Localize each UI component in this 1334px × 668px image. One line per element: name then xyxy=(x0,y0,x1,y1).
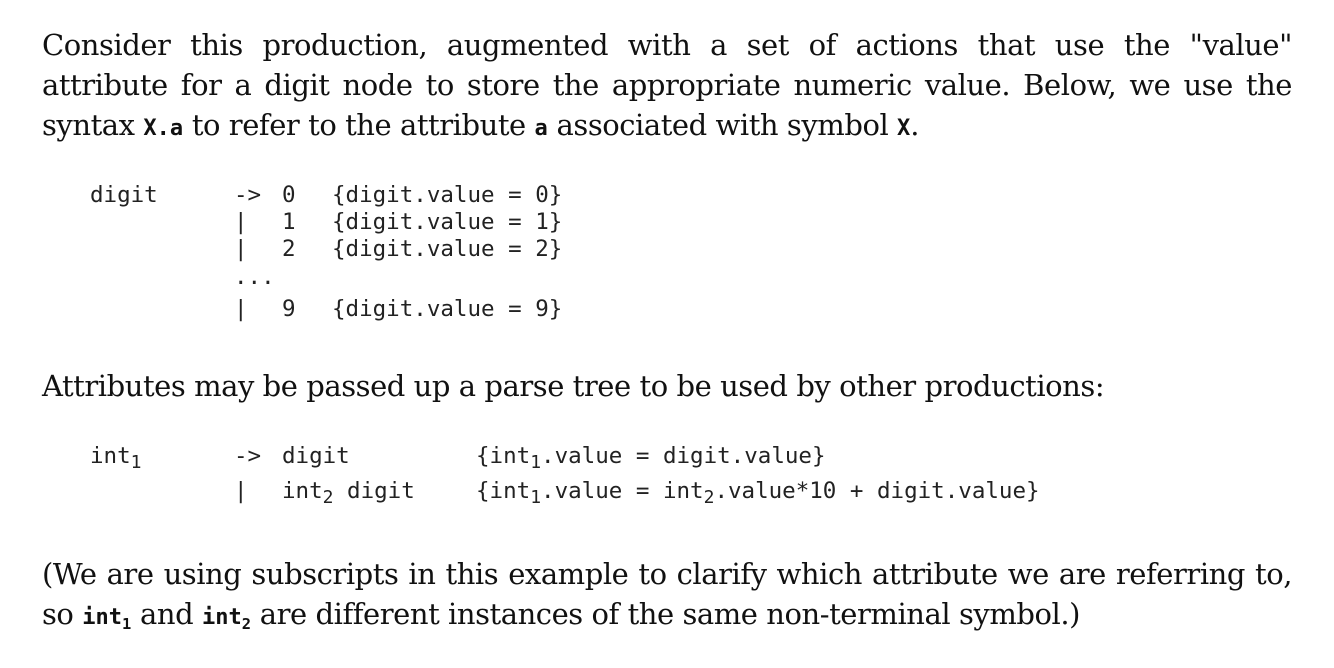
int-base: int xyxy=(82,605,122,630)
rule-terminal: 0 xyxy=(282,182,296,208)
rule-action: {digit.value = 0} xyxy=(332,182,563,208)
action-open: {int xyxy=(476,443,531,469)
intro-text-4: . xyxy=(910,108,920,142)
int-subscript: 1 xyxy=(121,614,132,633)
rhs-subscript: 2 xyxy=(322,487,334,509)
digit-production-lhs: digit xyxy=(90,182,158,208)
rhs-base: int xyxy=(282,478,323,504)
rule-terminal: 1 xyxy=(282,209,296,235)
syntax-x: X xyxy=(143,116,157,141)
int1-code: int1 xyxy=(82,605,132,633)
rule-op: | xyxy=(234,296,248,322)
int-production-lhs: int1 xyxy=(90,443,142,474)
digit-production-actions: {digit.value = 0} {digit.value = 1} {dig… xyxy=(332,182,562,263)
rule-terminal: 9 xyxy=(282,296,296,322)
digit-production-operators: -> | | xyxy=(234,182,261,263)
action-subscript: 2 xyxy=(703,487,715,509)
rule-op: -> xyxy=(234,443,262,469)
rule-op: | xyxy=(234,209,248,235)
rule-action: {digit.value = 2} xyxy=(332,236,563,262)
rule-action: {digit.value = 9} xyxy=(332,296,563,322)
digit-production-terminals: 0 1 2 xyxy=(282,182,296,263)
int-base: int xyxy=(201,605,242,630)
intro-text-2: to refer to the attribute xyxy=(183,108,535,142)
action-rest: .value*10 + digit.value} xyxy=(714,478,1040,504)
rule-op: -> xyxy=(234,182,262,208)
syntax-a: a xyxy=(169,116,184,141)
symbol-x-code: X xyxy=(897,116,911,141)
int2-code: int2 xyxy=(201,605,251,633)
syntax-example: X.a xyxy=(143,116,183,141)
intro-text-3: associated with symbol xyxy=(547,108,898,142)
rule-terminal: 2 xyxy=(282,236,296,262)
rule-action: {int1.value = digit.value} xyxy=(476,443,826,474)
rule-action: {int1.value = int2.value*10 + digit.valu… xyxy=(476,478,1040,509)
action-open: {int xyxy=(476,478,531,504)
int-subscript: 2 xyxy=(241,614,251,633)
closing-paragraph: (We are using subscripts in this example… xyxy=(42,554,1292,639)
lhs-base: int xyxy=(90,443,131,469)
attribute-a-code: a xyxy=(534,116,548,141)
rhs-rest: digit xyxy=(333,478,415,504)
rule-ellipsis: ... xyxy=(234,264,275,290)
action-subscript: 1 xyxy=(530,487,542,509)
closing-text-1: (We are using subscripts in this example… xyxy=(42,557,1292,631)
rule-action: {digit.value = 1} xyxy=(332,209,563,235)
rule-op: | xyxy=(234,478,248,504)
lhs-subscript: 1 xyxy=(130,452,142,474)
intro-paragraph: Consider this production, augmented with… xyxy=(42,25,1292,149)
middle-paragraph: Attributes may be passed up a parse tree… xyxy=(42,369,1105,403)
closing-text-2: and xyxy=(131,597,202,631)
closing-text-3: are different instances of the same non-… xyxy=(251,597,1081,631)
rule-rhs: digit xyxy=(282,443,350,469)
action-rest: .value = digit.value} xyxy=(541,443,826,469)
action-mid: .value = int xyxy=(541,478,704,504)
action-subscript: 1 xyxy=(530,452,542,474)
rule-rhs: int2 digit xyxy=(282,478,415,509)
syntax-dot: . xyxy=(156,116,170,141)
rule-op: | xyxy=(234,236,248,262)
intro-text-1: Consider this production, augmented with… xyxy=(42,28,1292,142)
